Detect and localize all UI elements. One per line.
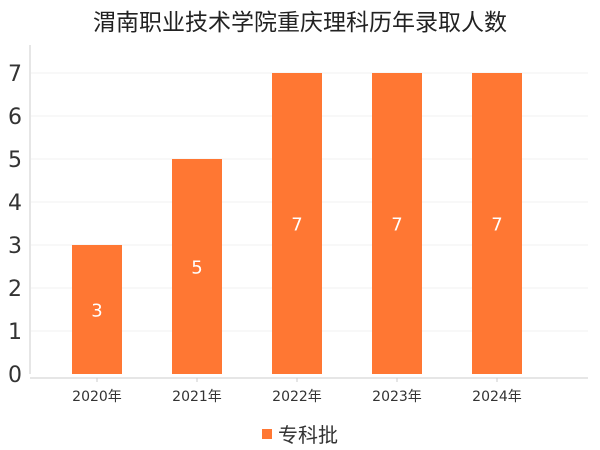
y-tick-label: 5 bbox=[8, 148, 22, 173]
legend[interactable]: 专科批 bbox=[0, 419, 600, 448]
axes bbox=[29, 45, 588, 379]
bar-value-label: 5 bbox=[191, 258, 202, 279]
y-tick-label: 0 bbox=[8, 363, 22, 388]
bar bbox=[372, 73, 422, 374]
y-tick-label: 7 bbox=[8, 62, 22, 87]
bar bbox=[472, 73, 522, 374]
y-tick-label: 2 bbox=[8, 277, 22, 302]
y-tick-label: 3 bbox=[8, 234, 22, 259]
data-labels: 3 5 7 7 7 bbox=[91, 215, 502, 322]
bar-value-label: 7 bbox=[391, 215, 402, 236]
bars bbox=[72, 73, 522, 374]
chart-title: 渭南职业技术学院重庆理科历年录取人数 bbox=[93, 10, 507, 36]
bar bbox=[72, 245, 122, 374]
x-tick-label: 2022年 bbox=[272, 389, 322, 405]
y-tick-label: 6 bbox=[8, 105, 22, 130]
x-tick-label: 2023年 bbox=[372, 389, 422, 405]
bar-value-label: 7 bbox=[491, 215, 502, 236]
x-tick-label: 2021年 bbox=[172, 389, 222, 405]
x-tick-label: 2020年 bbox=[72, 389, 122, 405]
x-tick-labels: 2020年 2021年 2022年 2023年 2024年 bbox=[72, 378, 522, 405]
bar bbox=[272, 73, 322, 374]
legend-label: 专科批 bbox=[278, 423, 338, 447]
x-tick-label: 2024年 bbox=[472, 389, 522, 405]
bar-value-label: 3 bbox=[91, 301, 102, 322]
y-tick-label: 4 bbox=[8, 191, 22, 216]
bar-value-label: 7 bbox=[291, 215, 302, 236]
bar bbox=[172, 159, 222, 374]
y-tick-labels: 0 1 2 3 4 5 6 7 bbox=[8, 62, 22, 388]
legend-swatch bbox=[262, 428, 272, 439]
y-tick-label: 1 bbox=[8, 320, 22, 345]
